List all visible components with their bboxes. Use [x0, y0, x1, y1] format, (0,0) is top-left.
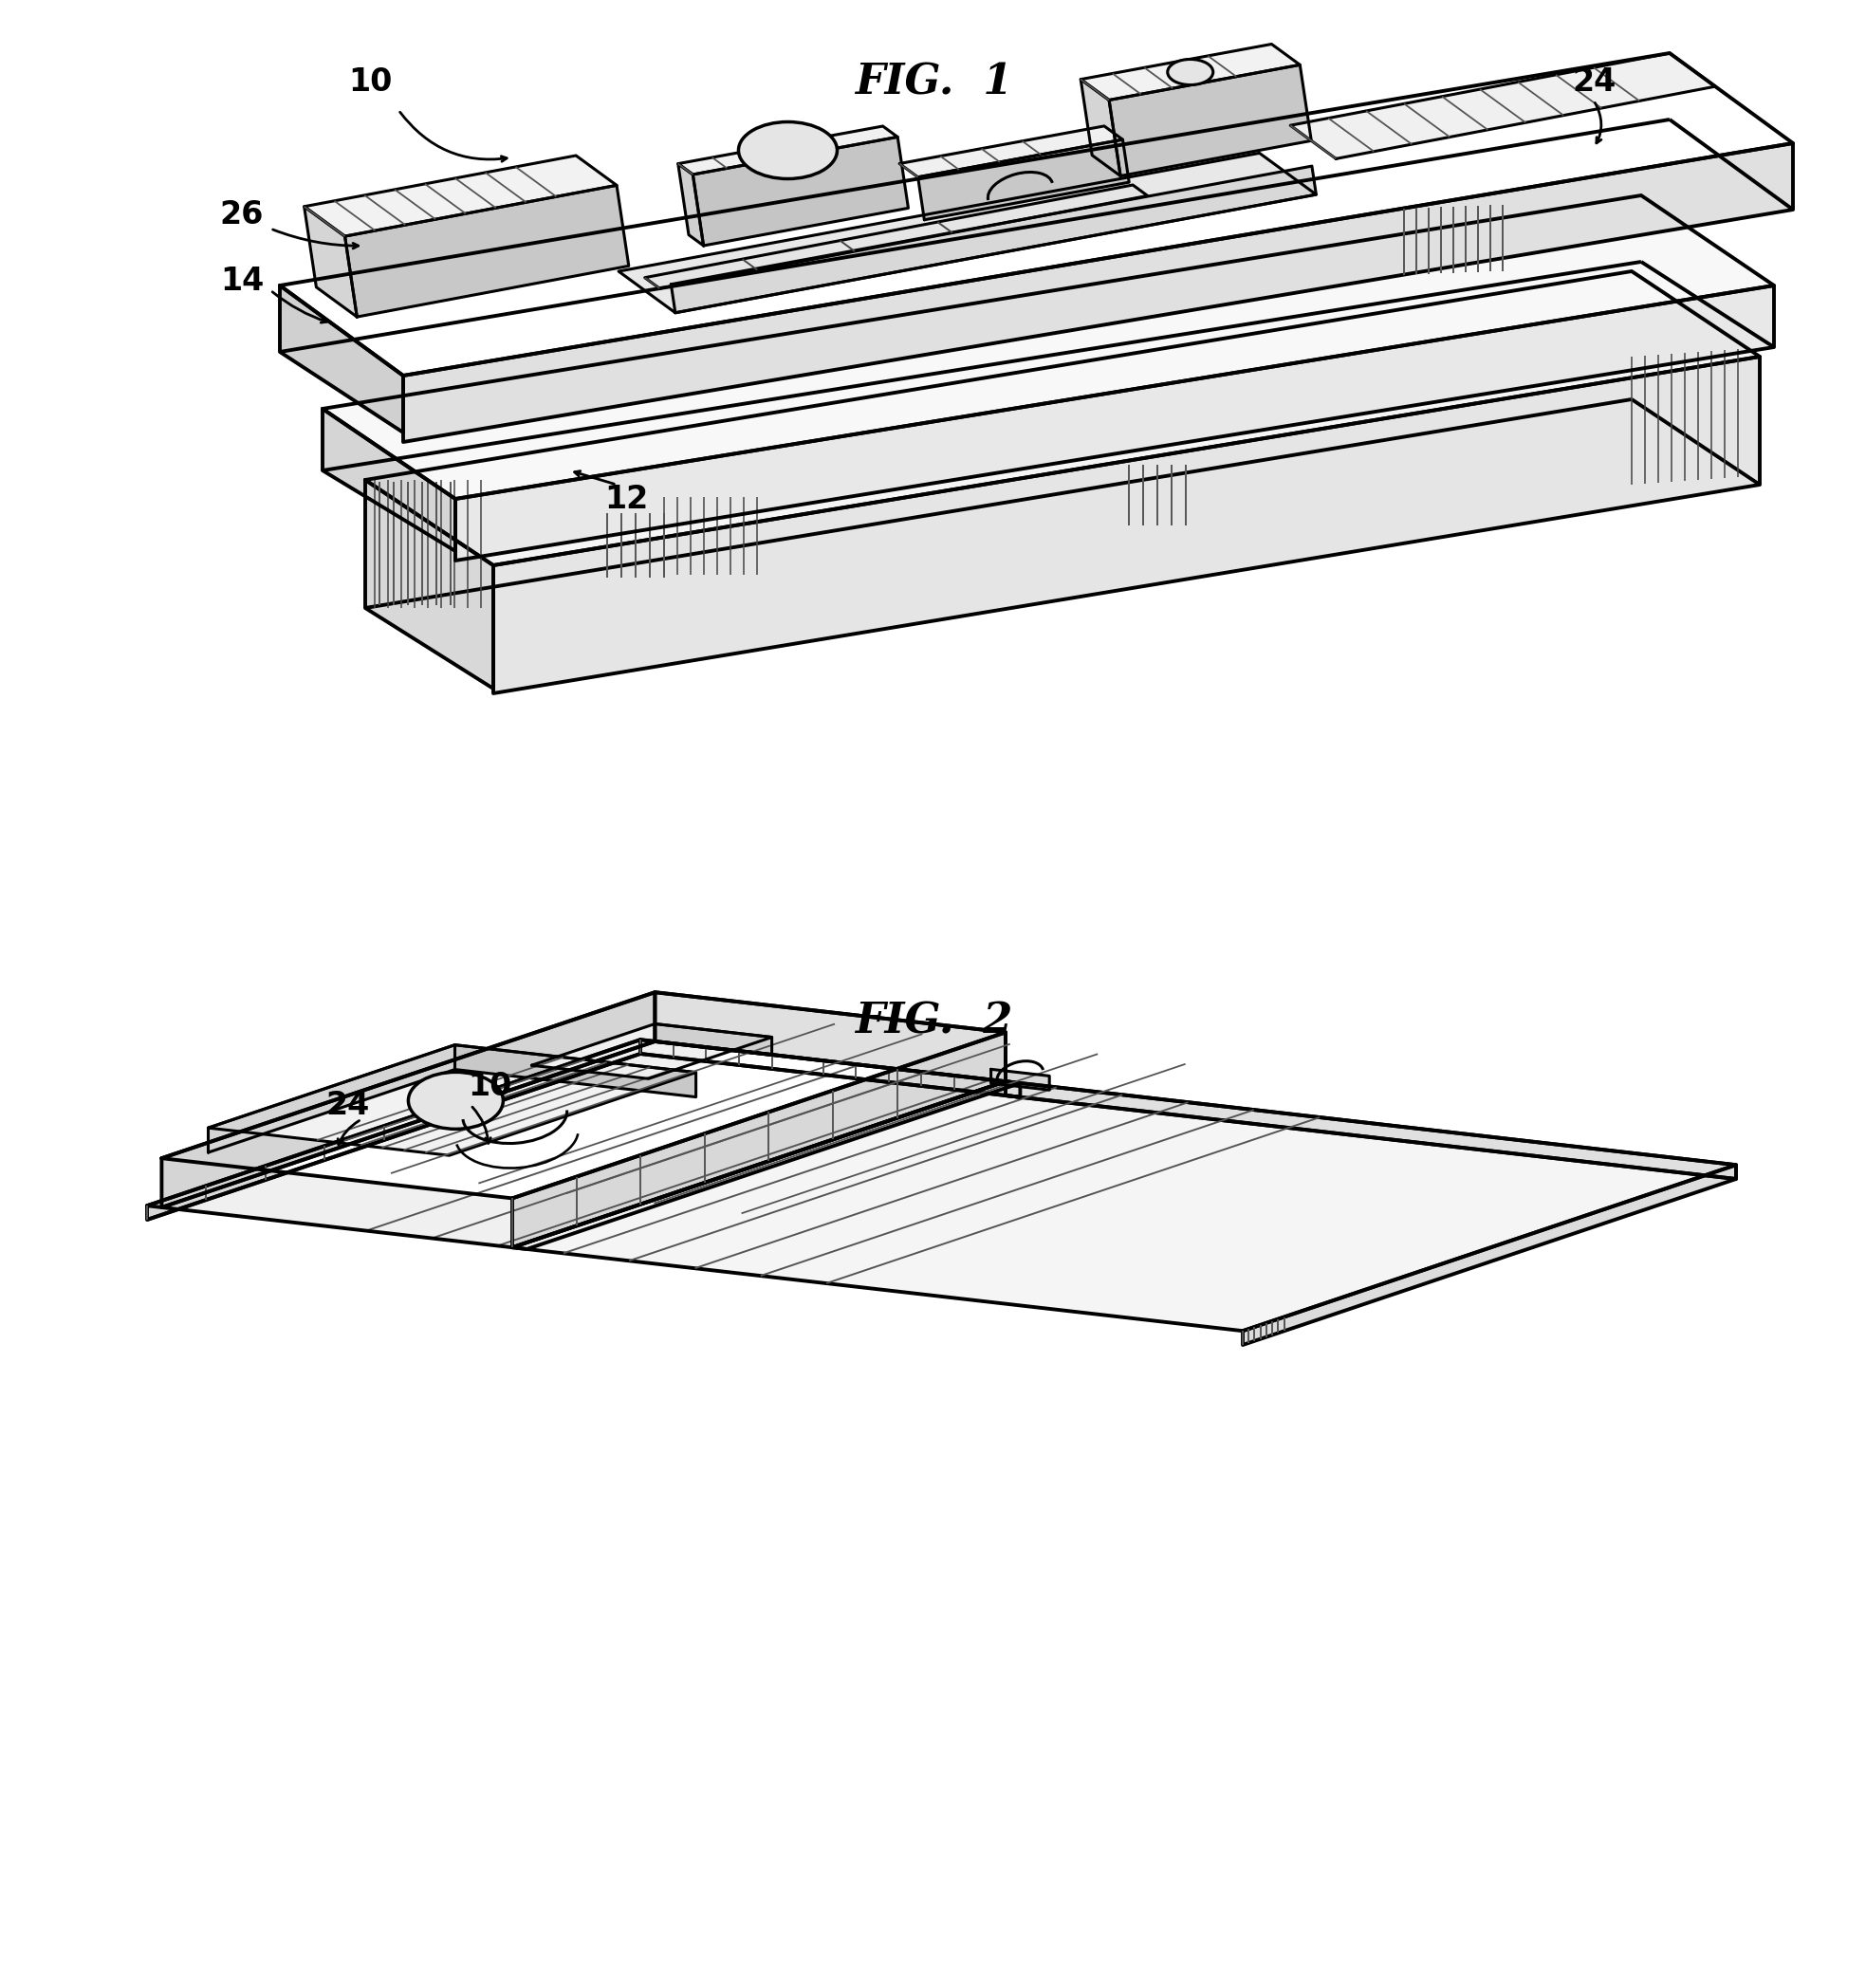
- Polygon shape: [672, 167, 1316, 312]
- Polygon shape: [345, 185, 629, 316]
- Polygon shape: [323, 195, 1775, 499]
- Ellipse shape: [409, 1072, 504, 1129]
- Polygon shape: [304, 207, 356, 316]
- Polygon shape: [209, 1046, 696, 1155]
- Text: 24: 24: [1571, 66, 1616, 97]
- Polygon shape: [403, 143, 1793, 441]
- Text: 12: 12: [605, 483, 648, 515]
- Polygon shape: [1080, 80, 1120, 177]
- Text: 14: 14: [220, 264, 263, 296]
- Polygon shape: [162, 992, 655, 1207]
- Polygon shape: [455, 1046, 696, 1097]
- Text: FIG.  2: FIG. 2: [855, 1002, 1013, 1042]
- Polygon shape: [304, 155, 616, 237]
- Polygon shape: [677, 163, 703, 247]
- Polygon shape: [513, 1081, 1735, 1330]
- Polygon shape: [677, 125, 898, 175]
- Text: 10: 10: [347, 66, 392, 97]
- Polygon shape: [147, 1040, 1021, 1248]
- Text: 24: 24: [325, 1089, 369, 1121]
- Polygon shape: [366, 270, 1760, 565]
- Polygon shape: [280, 54, 1793, 376]
- Polygon shape: [899, 125, 1123, 177]
- Polygon shape: [209, 1046, 455, 1153]
- Text: 10: 10: [468, 1070, 511, 1101]
- Polygon shape: [655, 992, 1006, 1081]
- Polygon shape: [366, 479, 493, 688]
- Polygon shape: [280, 286, 403, 433]
- Polygon shape: [532, 1024, 773, 1079]
- Polygon shape: [513, 1032, 1006, 1246]
- Polygon shape: [1108, 66, 1312, 177]
- Polygon shape: [991, 1070, 1049, 1089]
- Polygon shape: [640, 1040, 1021, 1097]
- Polygon shape: [1243, 1165, 1735, 1346]
- Polygon shape: [618, 153, 1316, 312]
- Polygon shape: [1006, 1081, 1735, 1179]
- Ellipse shape: [739, 121, 838, 179]
- Polygon shape: [455, 286, 1775, 561]
- Polygon shape: [323, 410, 455, 551]
- Polygon shape: [147, 1040, 640, 1221]
- Text: FIG.  1: FIG. 1: [855, 62, 1013, 103]
- Polygon shape: [162, 992, 1006, 1199]
- Polygon shape: [1291, 54, 1715, 159]
- Polygon shape: [493, 356, 1760, 694]
- Ellipse shape: [1168, 60, 1213, 85]
- Polygon shape: [646, 185, 1148, 288]
- Text: 26: 26: [220, 199, 263, 231]
- Polygon shape: [1080, 44, 1301, 99]
- Polygon shape: [692, 137, 909, 247]
- Polygon shape: [918, 139, 1129, 221]
- Polygon shape: [655, 1024, 773, 1056]
